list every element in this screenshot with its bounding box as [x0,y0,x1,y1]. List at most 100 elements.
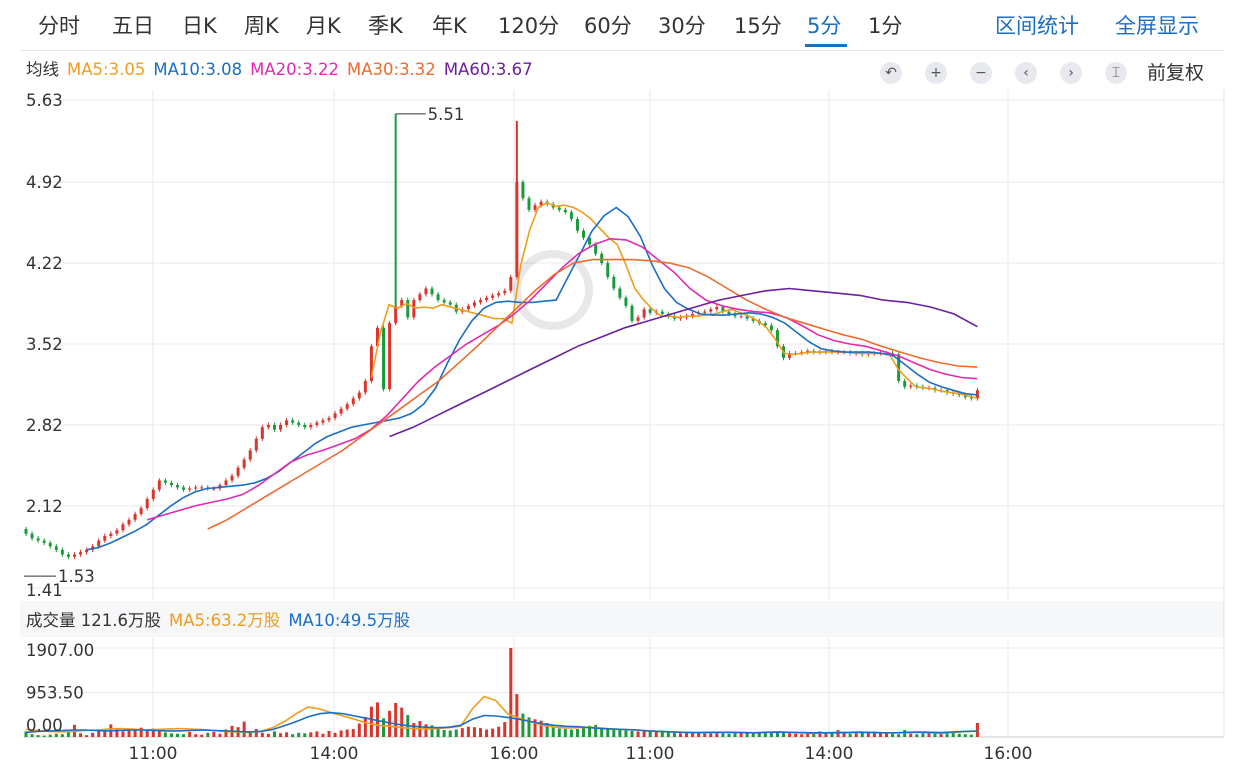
candle-body [557,207,561,210]
ma-legend: 均线 MA5:3.05 MA10:3.08 MA20:3.22 MA30:3.32 MA6… [26,56,549,80]
volume-bar [351,729,355,737]
candle-body [751,318,755,321]
candle-body [176,485,179,488]
zoom-in-icon[interactable]: + [925,62,947,84]
volume-bar [945,731,949,737]
volume-bar [460,728,464,737]
candle-body [678,317,682,319]
candle-body [503,290,507,294]
candle-body [539,201,543,206]
interval-stats-link[interactable]: 区间统计 [995,14,1079,38]
volume-bar [563,729,567,737]
volume-bar [248,730,252,737]
price-tick-label: 3.52 [26,335,63,354]
volume-bar [842,732,846,737]
candle-body [145,498,149,509]
volume-bar [200,734,204,737]
volume-bar [436,728,440,737]
volume-bar [691,732,695,737]
vol-legend-item-0: MA5:63.2万股 [168,611,281,630]
tab-9[interactable]: 30分 [658,14,706,38]
candle-body [575,219,579,231]
active-tab-underline [805,44,847,47]
candle-body [85,549,89,553]
candle-body [903,381,907,387]
fullscreen-link[interactable]: 全屏显示 [1115,14,1199,38]
volume-bar [509,648,513,737]
candle-body [151,489,155,499]
price-tick-label: 1.41 [26,581,63,600]
volume-bar [975,722,979,737]
volume-bar [115,728,119,737]
candle-body [327,418,331,421]
candle-body [182,487,186,490]
tab-1[interactable]: 五日 [112,14,154,38]
candle-body [769,325,773,331]
tab-6[interactable]: 年K [432,14,467,38]
tab-3[interactable]: 周K [244,14,279,38]
volume-bar [630,730,634,737]
candle-body [969,397,973,399]
volume-bar [569,729,573,737]
volume-bar [963,734,967,737]
volume-bar [260,732,264,737]
volume-bar [909,733,913,737]
volume-bar [430,725,434,737]
volume-bar [194,734,198,737]
tab-7[interactable]: 120分 [498,14,560,38]
volume-bar [788,733,792,737]
tab-12[interactable]: 1分 [868,14,903,38]
candle-body [121,524,125,531]
candle-body [600,253,604,264]
volume-bar [448,730,452,737]
volume-bar [85,735,89,737]
candle-body [297,422,301,425]
candle-body [606,263,610,277]
candle-body [727,311,731,314]
volume-bar [133,730,137,737]
candle-toggle-icon[interactable]: ⌶ [1105,62,1127,84]
volume-bar [485,729,489,737]
candle-body [266,424,270,428]
candle-body [485,297,489,301]
volume-bar [145,729,149,737]
volume-bar [400,707,404,737]
tab-4[interactable]: 月K [306,14,341,38]
volume-bar [521,713,525,737]
candle-body [909,385,913,387]
candle-body [636,317,640,321]
candle-body [442,300,446,303]
volume-bar [545,722,549,737]
candle-body [248,450,252,460]
volume-bar [497,726,501,737]
volume-bar [369,706,373,737]
volume-bar [830,733,834,737]
tab-8[interactable]: 60分 [584,14,632,38]
chevron-right-icon[interactable]: › [1060,62,1082,84]
undo-icon[interactable]: ↶ [880,62,902,84]
chevron-left-icon[interactable]: ‹ [1015,62,1037,84]
candle-body [412,300,416,318]
volume-bar [642,729,646,737]
volume-bar [824,732,828,737]
candle-body [624,297,628,306]
tab-11[interactable]: 5分 [807,14,842,38]
candle-body [351,398,355,405]
volume-bar [303,733,307,737]
tab-10[interactable]: 15分 [734,14,782,38]
volume-legend: 成交量 121.6万股 MA5:63.2万股 MA10:49.5万股 [26,607,426,631]
tab-0[interactable]: 分时 [38,14,80,38]
zoom-out-icon[interactable]: − [970,62,992,84]
volume-bar [763,731,767,737]
volume-bar [42,735,46,737]
candle-body [588,237,592,245]
volume-bar [557,728,561,737]
fuquan-dropdown[interactable]: 前复权 [1147,62,1205,84]
tab-5[interactable]: 季K [368,14,403,38]
candle-body [48,542,52,547]
candle-body [363,381,367,393]
volume-bar [969,734,973,737]
vol-legend-item-1: MA10:49.5万股 [288,611,411,630]
tab-2[interactable]: 日K [182,14,217,38]
